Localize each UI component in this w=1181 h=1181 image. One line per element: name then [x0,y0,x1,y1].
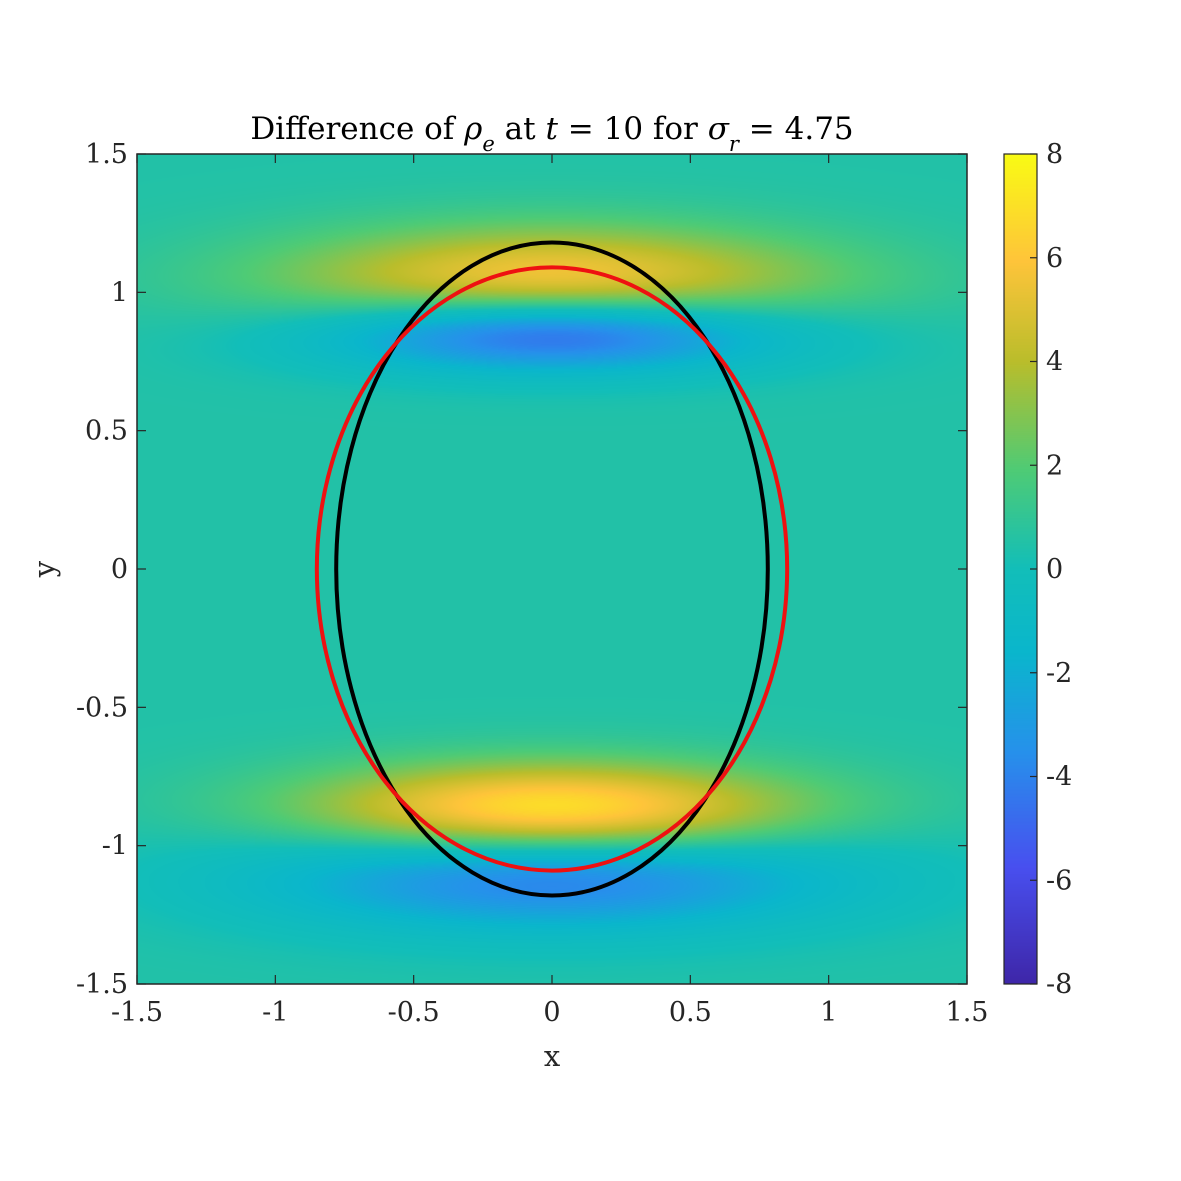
colorbar-tick-label: -4 [1046,762,1072,793]
x-tick-label: -0.5 [388,997,440,1028]
x-tick-label: -1 [262,997,288,1028]
colorbar-tick-label: 4 [1046,347,1063,378]
y-tick-label: 0 [111,554,128,585]
heatmap-image-container [137,154,967,984]
x-tick-label: -1.5 [111,997,163,1028]
heatmap-image [137,154,967,984]
x-tick-label: 0.5 [669,997,712,1028]
boundary-curve-2 [314,265,790,873]
x-tick-label: 1.5 [946,997,989,1028]
y-tick-label: 1.5 [85,139,128,170]
y-tick-label: 1 [111,277,128,308]
y-axis-ticks: -1.5 -1 -0.5 0 0.5 1 1.5 [76,139,967,1000]
colorbar-tick-label: 2 [1046,450,1063,481]
chart-title: Difference of ρe at t = 10 for σr = 4.75 [250,111,853,156]
colorbar-tick-label: 6 [1046,243,1063,274]
y-tick-label: -0.5 [76,692,128,723]
colorbar-tick-label: 8 [1046,139,1063,170]
y-tick-label: -1.5 [76,969,128,1000]
colorbar-ticks: -8 -6 -4 -2 0 2 4 6 8 [1030,139,1072,1000]
y-tick-label: 0.5 [85,416,128,447]
boundary-curves [314,240,790,898]
y-tick-label: -1 [102,831,128,862]
x-axis-label: x [544,1039,560,1073]
colorbar-tick-label: -8 [1046,969,1072,1000]
y-axis-label: y [27,560,61,578]
x-tick-label: 1 [820,997,837,1028]
x-tick-label: 0 [543,997,560,1028]
colorbar-tick-label: 0 [1046,554,1063,585]
colorbar-tick-label: -6 [1046,865,1072,896]
boundary-curve-1 [334,240,770,898]
x-axis-ticks: -1.5 -1 -0.5 0 0.5 1 1.5 [111,154,989,1028]
colorbar-tick-label: -2 [1046,658,1072,689]
